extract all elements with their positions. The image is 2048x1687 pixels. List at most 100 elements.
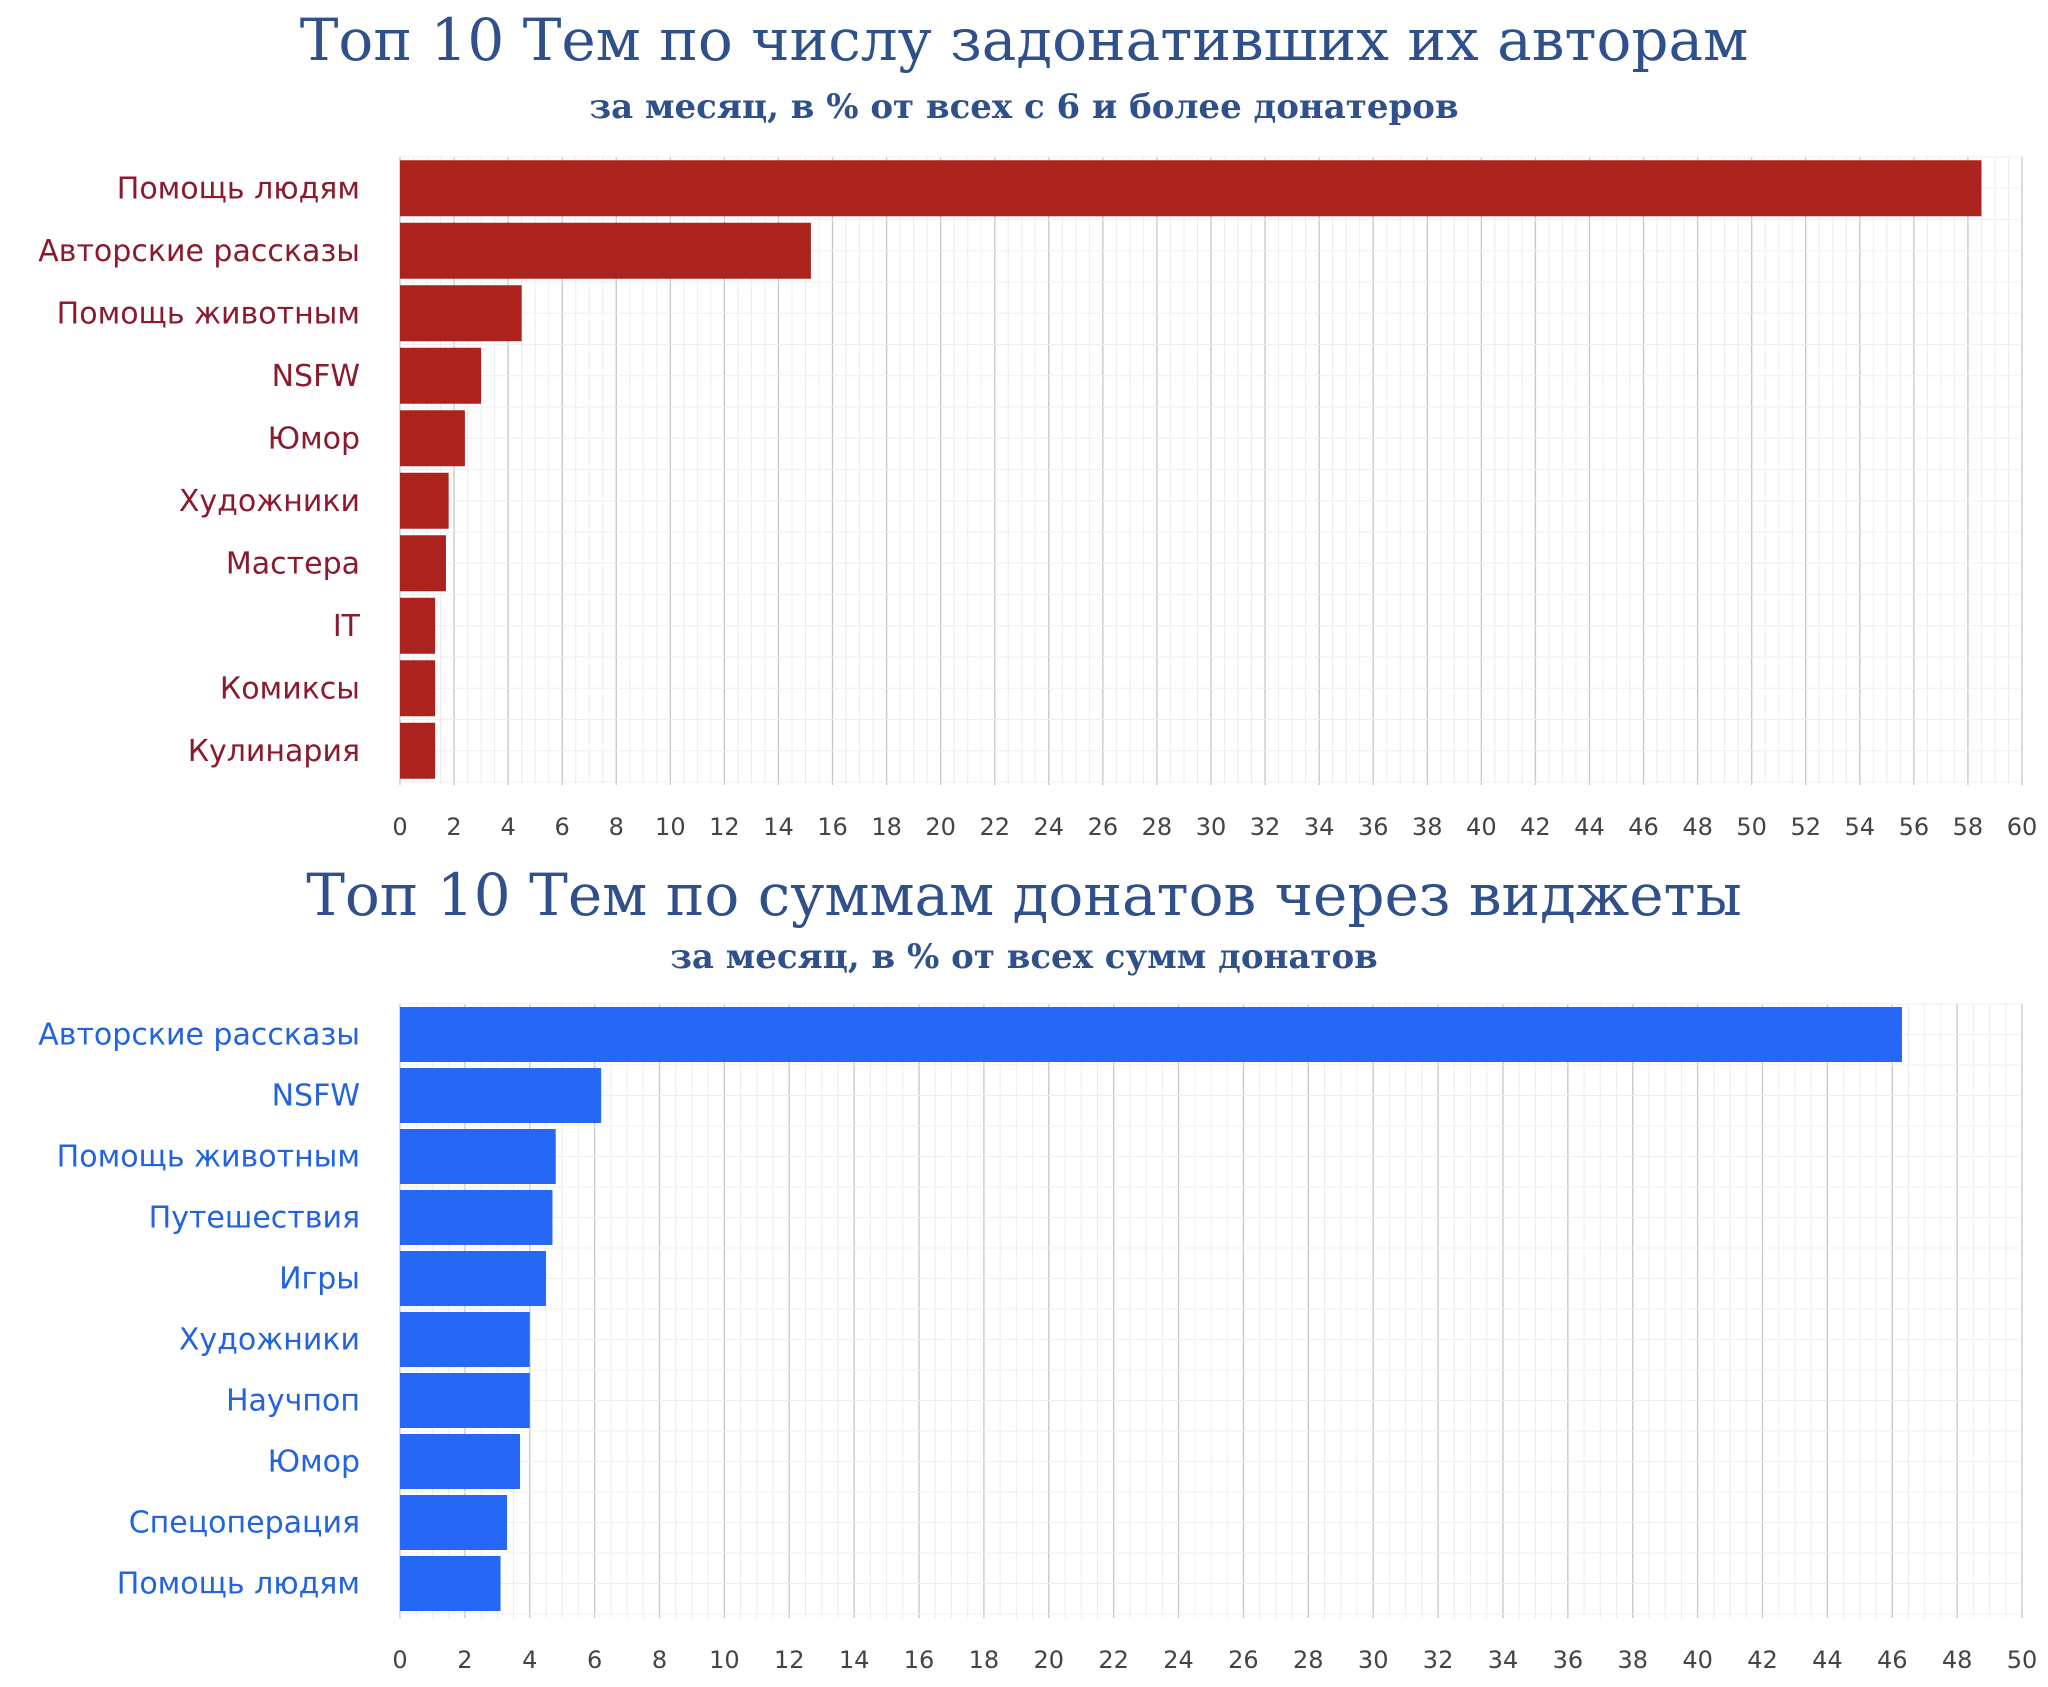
category-label: NSFW	[272, 359, 360, 394]
category-label: Авторские рассказы	[38, 234, 360, 269]
x-tick-label: 48	[1942, 1646, 1973, 1674]
bar	[400, 1129, 556, 1184]
chart-amounts: Топ 10 Тем по суммам донатов через видже…	[38, 861, 2037, 1674]
x-tick-label: 26	[1088, 813, 1119, 841]
x-tick-label: 44	[1812, 1646, 1843, 1674]
x-tick-label: 30	[1196, 813, 1227, 841]
x-tick-label: 58	[1953, 813, 1984, 841]
x-tick-label: 20	[925, 813, 956, 841]
category-label: Юмор	[268, 1445, 360, 1480]
chart-1-bars	[400, 160, 1982, 779]
category-label: Комиксы	[220, 671, 360, 706]
chart-1-x-axis-ticks: 0 2 4 6 8 10 12 14 16 18 20 22 24 26 28 30 32 34 36 38 40 42 4…	[392, 813, 2037, 841]
bar	[400, 1251, 546, 1306]
category-label: Спецоперация	[129, 1506, 360, 1541]
x-tick-label: 16	[817, 813, 848, 841]
chart-1-grid	[399, 156, 2023, 785]
category-label: Кулинария	[188, 734, 360, 769]
category-label: Помощь животным	[57, 296, 360, 331]
x-tick-label: 28	[1293, 1646, 1324, 1674]
bar	[400, 160, 1982, 217]
x-tick-label: 10	[655, 813, 686, 841]
x-tick-label: 2	[446, 813, 461, 841]
x-tick-label: 0	[392, 1646, 407, 1674]
x-tick-label: 2	[457, 1646, 472, 1674]
x-tick-label: 36	[1553, 1646, 1584, 1674]
x-tick-label: 8	[609, 813, 624, 841]
category-label: Помощь людям	[117, 1567, 360, 1602]
x-tick-label: 22	[979, 813, 1010, 841]
bar	[400, 1312, 530, 1367]
chart-2-subtitle: за месяц, в % от всех сумм донатов	[670, 937, 1378, 977]
bar	[400, 1434, 521, 1489]
x-tick-label: 42	[1520, 813, 1551, 841]
x-tick-label: 12	[774, 1646, 805, 1674]
x-tick-label: 44	[1574, 813, 1605, 841]
x-tick-label: 50	[1736, 813, 1767, 841]
x-tick-label: 6	[555, 813, 570, 841]
bar	[400, 660, 436, 717]
chart-1-category-labels: Помощь людям Авторские рассказы Помощь жив…	[38, 171, 360, 769]
bar	[400, 1068, 602, 1123]
category-label: Мастера	[226, 546, 360, 581]
bar	[400, 722, 436, 779]
x-tick-label: 14	[763, 813, 794, 841]
bar	[400, 285, 522, 342]
x-tick-label: 46	[1877, 1646, 1908, 1674]
x-tick-label: 34	[1304, 813, 1335, 841]
bar	[400, 597, 436, 654]
category-label: IT	[333, 609, 361, 644]
bar	[400, 222, 811, 279]
x-tick-label: 28	[1142, 813, 1173, 841]
x-tick-label: 50	[2007, 1646, 2038, 1674]
x-tick-label: 54	[1845, 813, 1876, 841]
x-tick-label: 6	[587, 1646, 602, 1674]
category-label: Художники	[179, 1323, 360, 1358]
chart-participants: Топ 10 Тем по числу задонативших их авто…	[38, 6, 2037, 841]
category-label: Научпоп	[226, 1384, 360, 1419]
x-tick-label: 4	[500, 813, 515, 841]
bar	[400, 1373, 530, 1428]
chart-2-bars	[400, 1007, 1902, 1611]
bar	[400, 347, 482, 404]
x-tick-label: 38	[1412, 813, 1443, 841]
x-tick-label: 16	[904, 1646, 935, 1674]
x-tick-label: 56	[1899, 813, 1930, 841]
category-label: NSFW	[272, 1079, 360, 1114]
category-label: Путешествия	[149, 1201, 360, 1236]
category-label: Помощь животным	[57, 1140, 360, 1175]
bar	[400, 535, 446, 592]
x-tick-label: 14	[839, 1646, 870, 1674]
category-label: Юмор	[268, 421, 360, 456]
x-tick-label: 20	[1034, 1646, 1065, 1674]
x-tick-label: 18	[969, 1646, 1000, 1674]
x-tick-label: 40	[1682, 1646, 1713, 1674]
x-tick-label: 18	[871, 813, 902, 841]
bar	[400, 1556, 501, 1611]
bar	[400, 1190, 553, 1245]
chart-2-grid	[399, 1003, 2023, 1618]
chart-2-category-labels: Авторские рассказы NSFW Помощь животным Пут…	[38, 1018, 360, 1602]
x-tick-label: 48	[1682, 813, 1713, 841]
bar	[400, 1007, 1902, 1062]
chart-1-title: Топ 10 Тем по числу задонативших их авто…	[300, 6, 1748, 74]
x-tick-label: 0	[392, 813, 407, 841]
x-tick-label: 22	[1098, 1646, 1129, 1674]
x-tick-label: 60	[2007, 813, 2038, 841]
bar	[400, 1495, 508, 1550]
category-label: Авторские рассказы	[38, 1018, 360, 1053]
x-tick-label: 52	[1790, 813, 1821, 841]
x-tick-label: 26	[1228, 1646, 1259, 1674]
x-tick-label: 32	[1250, 813, 1281, 841]
x-tick-label: 24	[1034, 813, 1065, 841]
category-label: Помощь людям	[117, 171, 360, 206]
category-label: Игры	[279, 1262, 360, 1297]
chart-2-x-axis-ticks: 0 2 4 6 8 10 12 14 16 18 20 22 24 26 28 30 32 34 36 38 40 42 4…	[392, 1646, 2037, 1674]
x-tick-label: 40	[1466, 813, 1497, 841]
x-tick-label: 8	[652, 1646, 667, 1674]
chart-1-subtitle: за месяц, в % от всех с 6 и более донате…	[589, 87, 1458, 127]
x-tick-label: 36	[1358, 813, 1389, 841]
x-tick-label: 24	[1163, 1646, 1194, 1674]
bar	[400, 472, 449, 529]
